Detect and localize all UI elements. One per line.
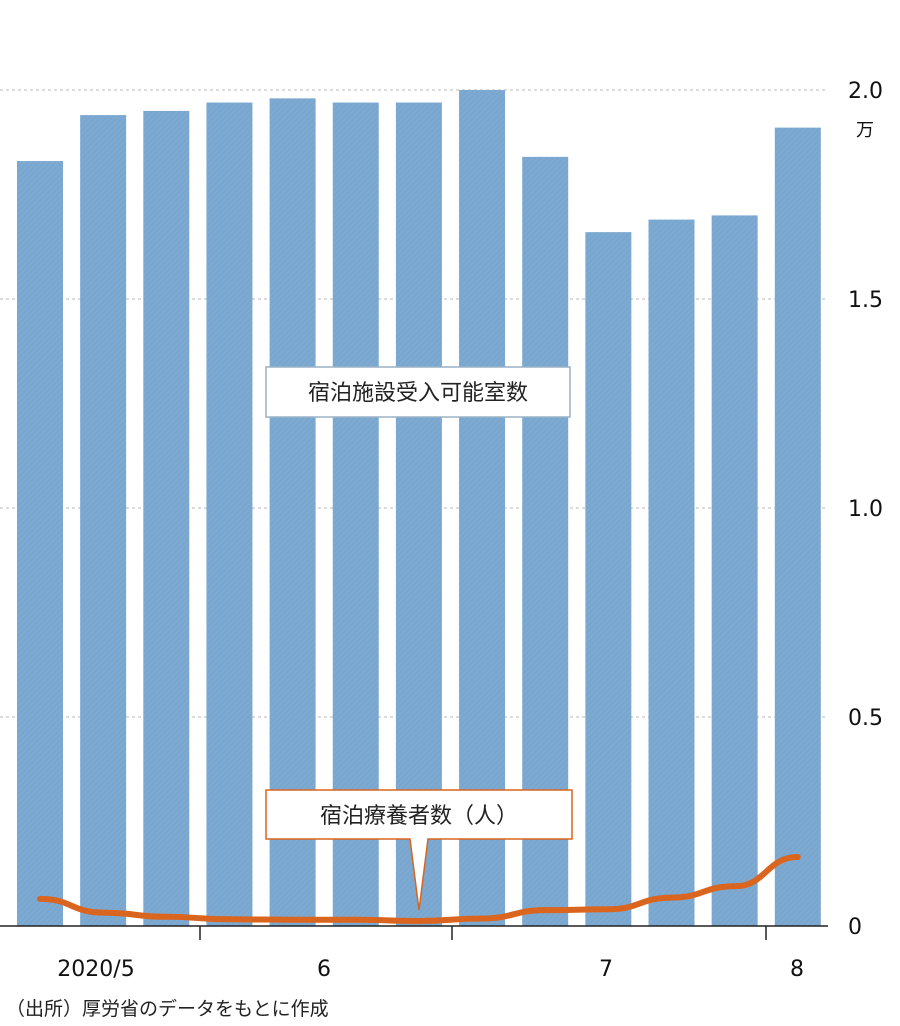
line-point	[670, 896, 673, 900]
bar	[711, 215, 758, 926]
line-point	[543, 908, 547, 912]
bar-series-label: 宿泊施設受入可能室数	[308, 381, 528, 406]
y-tick-label: 0.5	[848, 706, 883, 731]
line-series-callout-box	[265, 789, 573, 911]
source-note: （出所）厚労省のデータをもとに作成	[6, 998, 329, 1020]
line-point	[796, 855, 800, 859]
line-point	[733, 884, 737, 888]
line-point	[417, 919, 421, 923]
bar	[143, 110, 190, 926]
line-series-label: 宿泊療養者数（人）	[320, 804, 518, 829]
x-axis: 2020/5 6 7 8	[57, 926, 804, 982]
bar-series-callout: 宿泊施設受入可能室数	[265, 366, 571, 418]
x-tick-label: 8	[790, 957, 804, 982]
line-series-callout: 宿泊療養者数（人）	[265, 789, 573, 911]
line-point	[101, 911, 105, 915]
x-tick-label: 7	[599, 957, 613, 982]
bar	[648, 219, 695, 926]
x-tick-label: 2020/5	[57, 957, 134, 982]
bar	[395, 102, 442, 927]
y-tick-label: 2.0	[848, 79, 883, 104]
line-point	[354, 918, 358, 922]
bars	[17, 90, 821, 927]
line-point	[38, 897, 42, 901]
bar	[585, 232, 632, 926]
y-tick-label: 1.5	[848, 288, 883, 313]
bar	[459, 90, 506, 926]
y-tick-label: 1.0	[848, 497, 883, 522]
bar-series-callout-box	[265, 366, 571, 418]
line-point	[164, 915, 168, 919]
bar	[774, 127, 821, 927]
chart: 万 2.01.51.00.50 2020/5 6 7 8 宿泊施設受入可能室数 …	[0, 79, 883, 982]
y-unit-label: 万	[856, 120, 874, 141]
bar	[332, 102, 379, 927]
y-axis: 万 2.0 1.5 1.0 0.5 0	[848, 79, 883, 940]
line-point	[227, 917, 231, 921]
bar	[17, 161, 63, 926]
line-point	[291, 918, 295, 922]
bar	[206, 102, 253, 927]
bar	[80, 115, 127, 926]
line-point	[606, 907, 610, 911]
line-series	[37, 854, 801, 924]
bar	[269, 98, 316, 927]
line-point	[480, 916, 484, 920]
x-tick-label: 6	[317, 957, 331, 982]
y-tick-label: 0	[848, 915, 862, 940]
